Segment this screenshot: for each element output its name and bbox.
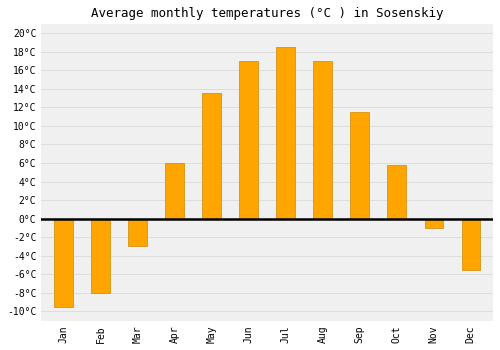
Bar bbox=[128, 219, 146, 246]
Bar bbox=[276, 47, 295, 219]
Bar bbox=[91, 219, 110, 293]
Bar bbox=[54, 219, 72, 307]
Bar bbox=[166, 163, 184, 219]
Bar bbox=[202, 93, 221, 219]
Bar bbox=[350, 112, 369, 219]
Bar bbox=[314, 61, 332, 219]
Bar bbox=[240, 61, 258, 219]
Bar bbox=[462, 219, 480, 270]
Bar bbox=[388, 165, 406, 219]
Bar bbox=[424, 219, 443, 228]
Title: Average monthly temperatures (°C ) in Sosenskiy: Average monthly temperatures (°C ) in So… bbox=[91, 7, 444, 20]
